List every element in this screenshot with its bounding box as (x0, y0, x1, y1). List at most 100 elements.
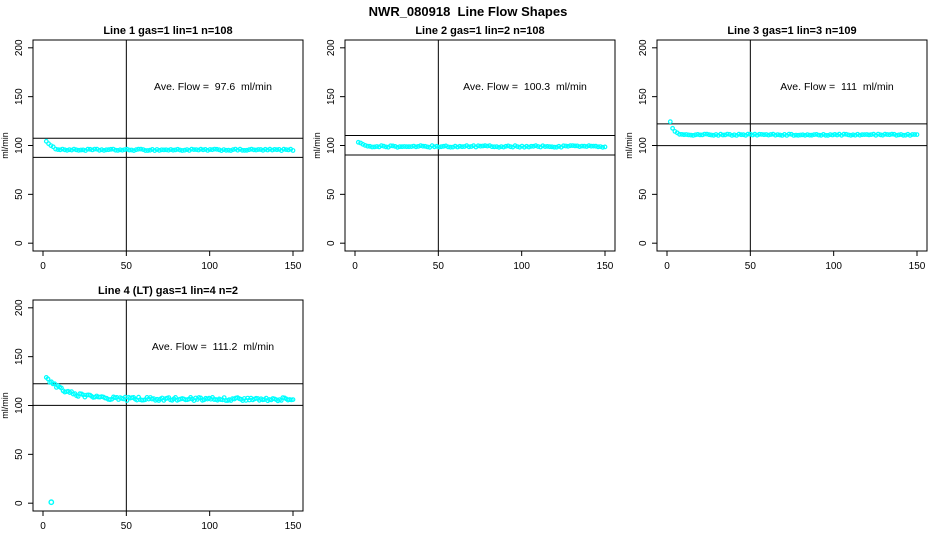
data-point (420, 143, 426, 149)
data-point (699, 132, 705, 138)
x-tick-label: 100 (825, 261, 842, 272)
data-point (108, 146, 114, 152)
data-point (574, 143, 580, 149)
data-point (434, 143, 440, 149)
data-point (262, 146, 268, 152)
data-point (850, 132, 856, 138)
data-point (864, 132, 870, 137)
data-point (129, 147, 135, 153)
data-point (411, 143, 417, 149)
data-point (563, 143, 569, 149)
data-point (274, 147, 280, 153)
data-point (834, 132, 840, 138)
data-point (62, 147, 68, 153)
data-point (593, 143, 599, 149)
data-point (64, 147, 70, 153)
data-point (793, 132, 799, 138)
data-point (119, 147, 125, 153)
y-axis-label: ml/min (624, 132, 634, 159)
data-point (825, 132, 831, 138)
data-point (693, 132, 698, 138)
data-point (686, 132, 691, 138)
data-point (461, 144, 467, 149)
data-point (802, 132, 808, 138)
data-point (788, 131, 794, 137)
data-point (759, 131, 765, 137)
data-point (875, 131, 881, 137)
data-point (517, 144, 523, 150)
data-point (871, 131, 877, 137)
data-point (718, 131, 723, 137)
data-point (124, 146, 130, 152)
data-point (179, 148, 185, 153)
data-point (239, 147, 245, 153)
y-tick-label: 100 (326, 137, 337, 154)
data-point (154, 147, 160, 152)
data-point (846, 132, 851, 138)
data-point (283, 147, 289, 152)
data-point (182, 147, 188, 153)
data-point (159, 147, 165, 153)
subplot-canvas-4: Line 4 (LT) gas=1 lin=4 n=2 0 50 100 150 0 50 1… (0, 285, 304, 532)
data-point (96, 147, 102, 153)
data-point (395, 144, 400, 150)
y-axis-label: ml/min (0, 132, 10, 159)
data-point (226, 147, 231, 153)
data-point (706, 132, 712, 138)
data-point (667, 119, 673, 125)
data-point (880, 132, 886, 138)
data-point (431, 144, 437, 150)
y-tick-label: 0 (14, 500, 25, 506)
y-tick-label: 200 (14, 39, 25, 56)
y-axis-label: ml/min (0, 392, 10, 419)
data-point (429, 143, 435, 149)
data-point (397, 144, 403, 150)
data-point (581, 143, 587, 149)
data-point (136, 146, 141, 152)
data-point (747, 131, 753, 137)
data-point (232, 146, 238, 152)
plot-box (32, 39, 304, 252)
data-point (677, 131, 682, 137)
data-point (445, 144, 451, 150)
data-point (205, 147, 211, 153)
data-point (115, 147, 121, 153)
data-point (468, 144, 474, 149)
subplot-canvas-2: Line 2 gas=1 lin=2 n=108 0 50 100 150 0 50 100 1… (312, 25, 616, 272)
ave-flow-annotation: Ave. Flow = 111 ml/min (780, 81, 894, 93)
data-point (464, 143, 470, 149)
data-point (708, 132, 714, 138)
outlier-point (48, 499, 55, 506)
data-point (868, 132, 874, 137)
data-point (166, 147, 171, 153)
data-point (482, 143, 488, 149)
data-point (235, 147, 241, 153)
data-point (214, 146, 220, 152)
x-tick-label: 100 (513, 261, 530, 272)
data-point (448, 144, 453, 150)
data-point (766, 132, 771, 138)
data-point (244, 147, 250, 153)
data-point (859, 132, 865, 138)
data-point (852, 132, 858, 138)
data-point (52, 381, 58, 387)
data-point (355, 139, 361, 145)
data-point (438, 144, 444, 150)
data-point (138, 146, 144, 152)
y-tick-label: 100 (14, 397, 25, 414)
data-point (143, 148, 148, 153)
data-point (519, 143, 525, 149)
data-point (914, 132, 920, 137)
data-point (196, 147, 201, 153)
data-point (740, 132, 746, 138)
data-point (237, 146, 243, 152)
data-point (267, 146, 273, 152)
data-point (388, 143, 393, 149)
data-point (443, 143, 449, 149)
data-point (156, 147, 162, 153)
data-point (290, 148, 296, 153)
data-point (272, 146, 278, 152)
data-point (584, 144, 590, 149)
data-point (772, 132, 778, 138)
data-point (903, 132, 909, 138)
